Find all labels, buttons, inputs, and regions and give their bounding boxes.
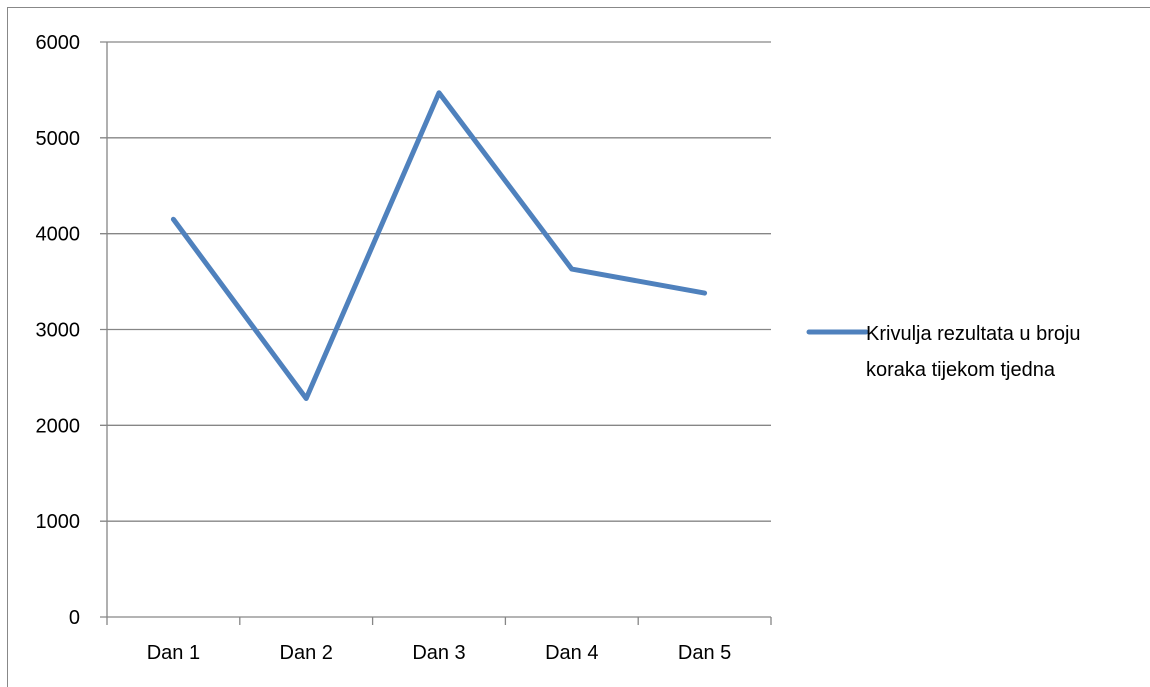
axes — [100, 42, 771, 625]
x-tick-label: Dan 5 — [678, 642, 731, 664]
legend: Krivulja rezultata u broju koraka tijeko… — [809, 323, 1081, 381]
x-tick-label: Dan 2 — [280, 642, 333, 664]
y-tick-label: 2000 — [36, 415, 81, 437]
y-tick-label: 5000 — [36, 128, 81, 150]
gridlines — [100, 42, 771, 521]
series-line — [173, 93, 704, 399]
y-tick-label: 6000 — [36, 32, 81, 54]
y-tick-label: 4000 — [36, 224, 81, 246]
x-tick-label: Dan 4 — [545, 642, 598, 664]
series-lines — [173, 93, 704, 399]
y-tick-labels: 0 1000 2000 3000 4000 5000 6000 — [36, 32, 81, 629]
x-tick-labels: Dan 1 Dan 2 Dan 3 Dan 4 Dan 5 — [147, 642, 732, 664]
y-tick-label: 0 — [69, 607, 80, 629]
y-tick-label: 1000 — [36, 511, 81, 533]
legend-label-line-1: Krivulja rezultata u broju — [866, 323, 1081, 345]
legend-label-line-2: koraka tijekom tjedna — [866, 359, 1056, 381]
x-tick-label: Dan 1 — [147, 642, 200, 664]
x-tick-label: Dan 3 — [412, 642, 465, 664]
y-tick-label: 3000 — [36, 320, 81, 342]
